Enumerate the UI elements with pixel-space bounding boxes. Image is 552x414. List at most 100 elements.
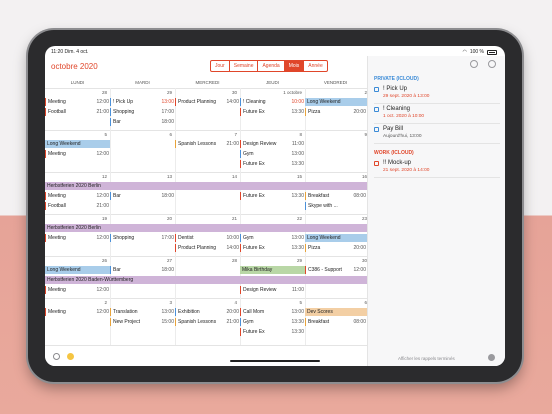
event-item[interactable]: Spanish Lessons 21:00 (175, 318, 240, 326)
event-item[interactable]: Future Ex 13:30 (240, 192, 305, 200)
event-item[interactable]: Future Ex 13:30 (240, 108, 305, 116)
day-number[interactable]: 6 (364, 300, 367, 305)
day-number[interactable]: 29 (296, 258, 302, 263)
event-item[interactable]: Translation 13:00 (110, 308, 175, 316)
reminder-item[interactable]: ! Pick Up 29 sept. 2020 à 13:00 (374, 86, 500, 104)
day-number[interactable]: 5 (299, 300, 302, 305)
day-number[interactable]: 22 (296, 216, 302, 221)
event-item[interactable]: Future Ex 13:30 (240, 244, 305, 252)
event-item[interactable]: Gym 13:30 (240, 318, 305, 326)
event-item[interactable]: Long Weekend (45, 140, 110, 148)
day-number[interactable]: 9 (364, 132, 367, 137)
event-item[interactable]: Skype with ... (305, 202, 367, 210)
view-month-button[interactable]: Mois (284, 61, 305, 71)
day-number[interactable]: 12 (101, 174, 107, 179)
day-number[interactable]: 13 (166, 174, 172, 179)
event-item[interactable]: Design Review 11:00 (240, 286, 305, 294)
day-number[interactable]: 26 (101, 258, 107, 263)
event-item[interactable]: Herbstferien 2020 Berlin (45, 224, 367, 232)
day-number[interactable]: 4 (234, 300, 237, 305)
event-item[interactable]: Breakfast 08:00 (305, 192, 367, 200)
view-year-button[interactable]: Année (308, 63, 323, 69)
day-number[interactable]: 28 (101, 90, 107, 95)
event-item[interactable]: Pizza 20:00 (305, 244, 367, 252)
reminder-checkbox[interactable] (374, 87, 379, 92)
day-number[interactable]: 5 (104, 132, 107, 137)
event-item[interactable]: Meeting 12:00 (45, 286, 110, 294)
event-item[interactable]: Shopping 17:00 (110, 234, 175, 242)
reminder-checkbox[interactable] (374, 107, 379, 112)
day-number[interactable]: 27 (166, 258, 172, 263)
day-number[interactable]: 8 (299, 132, 302, 137)
event-item[interactable]: Breakfast 08:00 (305, 318, 367, 326)
list-header-work: WORK (ICLOUD) (374, 150, 414, 156)
event-item[interactable]: Future Ex 13:30 (240, 160, 305, 168)
today-icon[interactable] (67, 353, 74, 360)
day-number[interactable]: 21 (231, 216, 237, 221)
day-number[interactable]: 20 (166, 216, 172, 221)
event-item[interactable]: Dev Scores (305, 308, 367, 316)
reminder-item[interactable]: !! Mock-up 21 sept. 2020 à 14:00 (374, 160, 500, 178)
month-title[interactable]: octobre 2020 (51, 62, 98, 71)
day-number[interactable]: 15 (296, 174, 302, 179)
day-number[interactable]: 3 (169, 300, 172, 305)
event-item[interactable]: Spanish Lessons 21:00 (175, 140, 240, 148)
view-week-button[interactable]: Semaine (230, 61, 259, 71)
event-item[interactable]: Meeting 12:00 (45, 98, 110, 106)
event-item[interactable]: Design Review 11:00 (240, 140, 305, 148)
event-item[interactable]: Herbstferien 2020 Baden-Württemberg (45, 276, 367, 284)
event-item[interactable]: Shopping 17:00 (110, 108, 175, 116)
add-icon[interactable] (488, 60, 496, 68)
checkmark-icon[interactable] (488, 354, 495, 361)
day-number[interactable]: 6 (169, 132, 172, 137)
show-completed-link[interactable]: Afficher les rappels terminés (398, 356, 455, 361)
day-number[interactable]: 2 (364, 90, 367, 95)
event-item[interactable]: ! Cleaning 10:00 (240, 98, 305, 106)
event-item[interactable]: Meeting 12:00 (45, 192, 110, 200)
event-item[interactable]: Call Mom 13:00 (240, 308, 305, 316)
day-number[interactable]: 28 (231, 258, 237, 263)
day-number[interactable]: 30 (231, 90, 237, 95)
event-item[interactable]: Herbstferien 2020 Berlin (45, 182, 367, 190)
event-item[interactable]: Bar 18:00 (110, 266, 175, 274)
event-item[interactable]: Long Weekend (305, 98, 367, 106)
reminder-item[interactable]: ! Cleaning 1 oct. 2020 à 10:00 (374, 106, 500, 124)
day-number[interactable]: 7 (234, 132, 237, 137)
day-number[interactable]: 16 (361, 174, 367, 179)
day-number[interactable]: 2 (104, 300, 107, 305)
day-number[interactable]: 1 octobre (283, 90, 302, 95)
day-number[interactable]: 14 (231, 174, 237, 179)
view-agenda-button[interactable]: Agenda (258, 61, 285, 71)
event-item[interactable]: Gym 13:00 (240, 150, 305, 158)
event-item[interactable]: Product Planning 14:00 (175, 98, 240, 106)
event-item[interactable]: Future Ex 13:30 (240, 328, 305, 336)
event-item[interactable]: Football 21:00 (45, 202, 110, 210)
event-item[interactable]: Long Weekend (305, 234, 367, 242)
reminder-checkbox[interactable] (374, 127, 379, 132)
event-item[interactable]: Pizza 20:00 (305, 108, 367, 116)
day-number[interactable]: 19 (101, 216, 107, 221)
search-icon[interactable] (470, 60, 478, 68)
event-item[interactable]: C386 - Support 12:00 (305, 266, 367, 274)
reminder-checkbox[interactable] (374, 161, 379, 166)
event-item[interactable]: Dentist 10:00 (175, 234, 240, 242)
event-item[interactable]: Long Weekend (45, 266, 110, 274)
event-item[interactable]: Exhibition 20:00 (175, 308, 240, 316)
event-item[interactable]: Meeting 12:00 (45, 150, 110, 158)
event-item[interactable]: Football 21:00 (45, 108, 110, 116)
settings-icon[interactable] (53, 353, 60, 360)
event-item[interactable]: Meeting 12:00 (45, 234, 110, 242)
day-number[interactable]: 29 (166, 90, 172, 95)
reminder-item[interactable]: Pay Bill Aujourd'hui, 13:00 (374, 126, 500, 144)
event-item[interactable]: New Project 15:00 (110, 318, 175, 326)
view-day-button[interactable]: Jour (211, 61, 230, 71)
event-item[interactable]: Mika Birthday (240, 266, 305, 274)
day-number[interactable]: 30 (361, 258, 367, 263)
event-item[interactable]: Bar 18:00 (110, 192, 175, 200)
event-item[interactable]: Product Planning 14:00 (175, 244, 240, 252)
event-item[interactable]: Gym 13:00 (240, 234, 305, 242)
event-item[interactable]: Meeting 12:00 (45, 308, 110, 316)
event-item[interactable]: ! Pick Up 13:00 (110, 98, 175, 106)
day-number[interactable]: 23 (361, 216, 367, 221)
event-item[interactable]: Bar 18:00 (110, 118, 175, 126)
